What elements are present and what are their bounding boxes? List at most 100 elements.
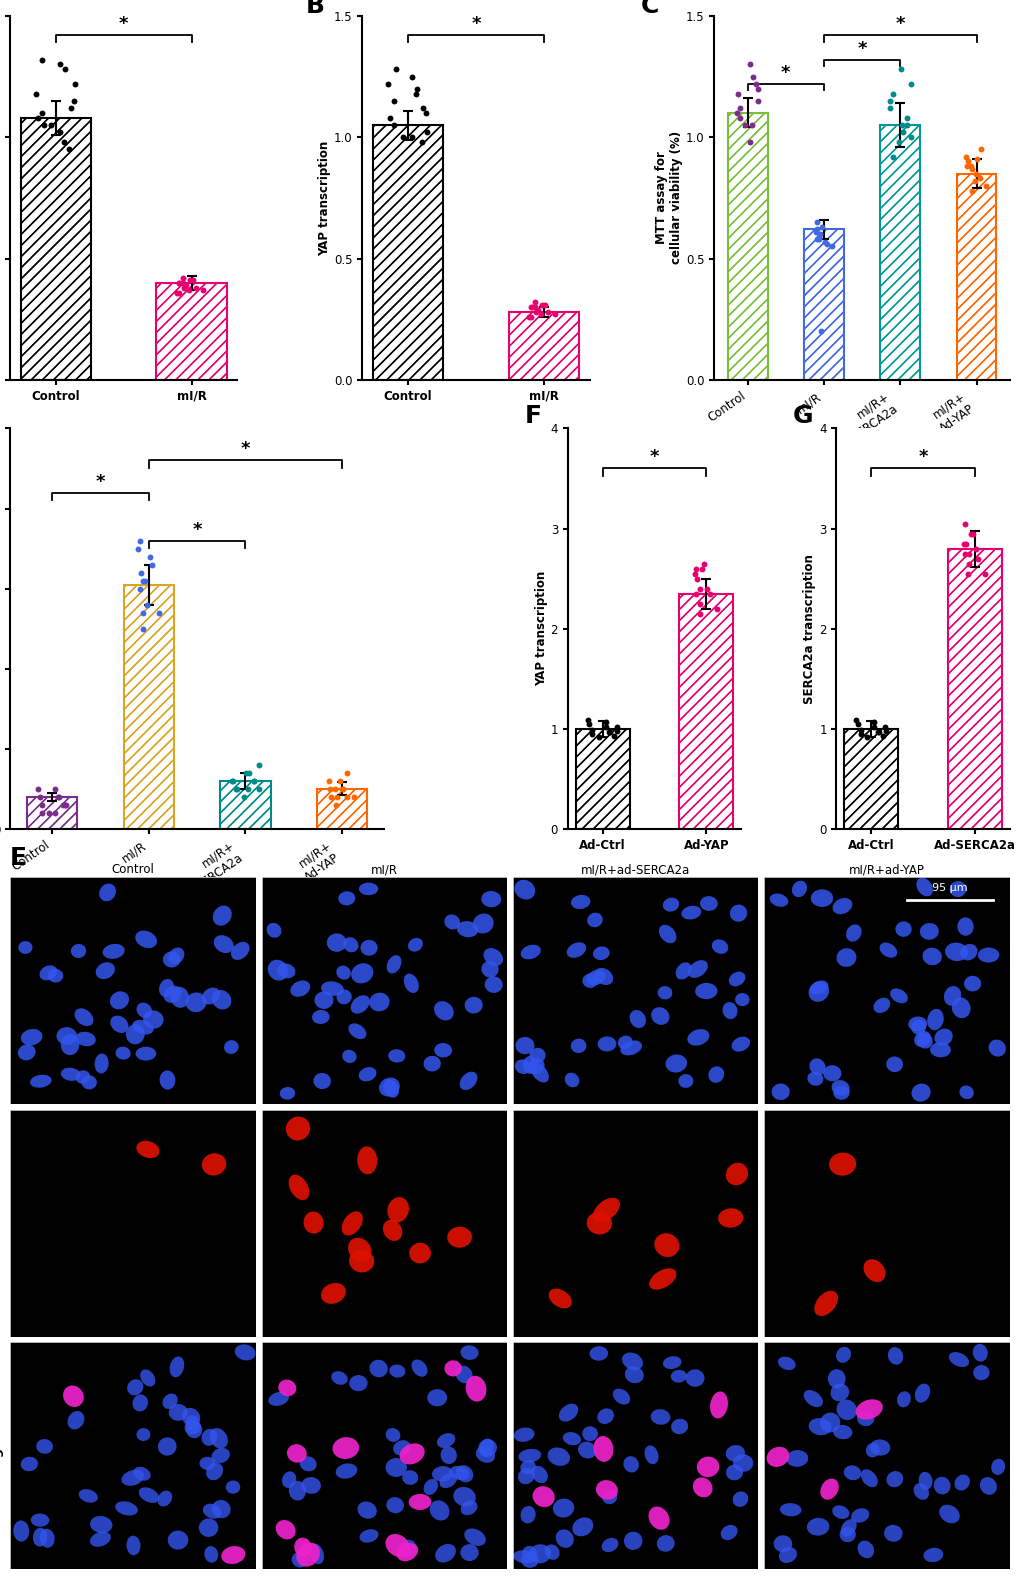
Bar: [803, 230, 843, 380]
Ellipse shape: [126, 1536, 141, 1555]
Ellipse shape: [460, 1544, 478, 1561]
Ellipse shape: [290, 981, 310, 997]
Point: [902, 125, 918, 151]
Point: [583, 716, 599, 742]
Ellipse shape: [731, 1037, 749, 1052]
Text: *: *: [240, 441, 250, 458]
Ellipse shape: [845, 924, 861, 941]
Point: [169, 281, 185, 306]
Ellipse shape: [944, 943, 967, 961]
Point: [858, 724, 874, 750]
Ellipse shape: [379, 1078, 399, 1097]
Ellipse shape: [212, 991, 231, 1010]
Ellipse shape: [832, 899, 852, 915]
Ellipse shape: [721, 1002, 737, 1019]
Ellipse shape: [162, 1393, 177, 1409]
Ellipse shape: [593, 1198, 620, 1222]
Ellipse shape: [806, 1518, 828, 1536]
Ellipse shape: [159, 1070, 175, 1089]
Point: [817, 231, 834, 257]
Ellipse shape: [90, 1515, 112, 1533]
Ellipse shape: [878, 943, 897, 957]
Ellipse shape: [169, 1357, 184, 1377]
Ellipse shape: [342, 1049, 357, 1064]
Point: [131, 575, 148, 601]
Point: [175, 265, 192, 290]
Point: [580, 712, 596, 737]
Ellipse shape: [532, 1487, 554, 1507]
Ellipse shape: [594, 968, 612, 984]
Ellipse shape: [202, 1428, 217, 1446]
Ellipse shape: [883, 1525, 902, 1542]
Ellipse shape: [455, 1465, 473, 1482]
Ellipse shape: [658, 924, 676, 943]
Ellipse shape: [552, 1498, 574, 1517]
Point: [731, 105, 747, 130]
Ellipse shape: [332, 1438, 359, 1458]
Ellipse shape: [211, 1449, 229, 1463]
Point: [956, 510, 972, 536]
Ellipse shape: [648, 1506, 668, 1530]
Ellipse shape: [423, 1479, 437, 1495]
Ellipse shape: [695, 983, 716, 999]
Ellipse shape: [281, 1471, 296, 1488]
Point: [235, 785, 252, 810]
Point: [224, 769, 240, 794]
Ellipse shape: [466, 1376, 486, 1401]
Point: [852, 721, 868, 747]
Point: [959, 149, 975, 174]
Point: [36, 113, 52, 138]
Ellipse shape: [926, 1010, 943, 1030]
Ellipse shape: [828, 1152, 855, 1176]
Point: [333, 777, 350, 802]
Bar: [844, 729, 898, 829]
Ellipse shape: [518, 1468, 534, 1484]
Ellipse shape: [687, 1029, 709, 1046]
Bar: [956, 174, 996, 380]
Ellipse shape: [288, 1480, 306, 1501]
Ellipse shape: [230, 941, 250, 961]
Ellipse shape: [522, 1545, 536, 1560]
Ellipse shape: [137, 1003, 152, 1018]
Ellipse shape: [597, 1409, 613, 1423]
Point: [902, 71, 918, 97]
Ellipse shape: [954, 1474, 969, 1490]
Point: [322, 777, 338, 802]
Ellipse shape: [949, 881, 965, 897]
Ellipse shape: [948, 1352, 968, 1368]
Ellipse shape: [277, 964, 296, 978]
Ellipse shape: [136, 930, 157, 948]
Ellipse shape: [48, 968, 63, 983]
Ellipse shape: [977, 948, 999, 962]
Ellipse shape: [411, 1360, 427, 1377]
Ellipse shape: [587, 913, 602, 927]
Point: [527, 295, 543, 320]
Ellipse shape: [890, 989, 907, 1003]
Ellipse shape: [830, 1079, 849, 1095]
Ellipse shape: [266, 922, 281, 938]
Ellipse shape: [578, 1442, 596, 1458]
Ellipse shape: [221, 1545, 246, 1564]
Point: [30, 105, 46, 130]
Ellipse shape: [432, 1466, 452, 1482]
Point: [142, 544, 158, 569]
Ellipse shape: [143, 1010, 163, 1029]
Bar: [879, 125, 919, 380]
Ellipse shape: [212, 1499, 230, 1518]
Ellipse shape: [915, 878, 932, 897]
Point: [810, 227, 826, 252]
Point: [50, 785, 66, 810]
Ellipse shape: [234, 1344, 256, 1360]
Point: [881, 89, 898, 114]
Ellipse shape: [699, 896, 717, 911]
Ellipse shape: [770, 1084, 789, 1100]
Point: [852, 716, 868, 742]
Ellipse shape: [440, 1447, 457, 1465]
Point: [418, 100, 434, 125]
Ellipse shape: [567, 941, 586, 957]
Ellipse shape: [157, 1490, 172, 1506]
Ellipse shape: [555, 1530, 574, 1549]
Ellipse shape: [836, 948, 856, 967]
Y-axis label: PI: PI: [0, 1216, 3, 1230]
Point: [137, 567, 153, 593]
